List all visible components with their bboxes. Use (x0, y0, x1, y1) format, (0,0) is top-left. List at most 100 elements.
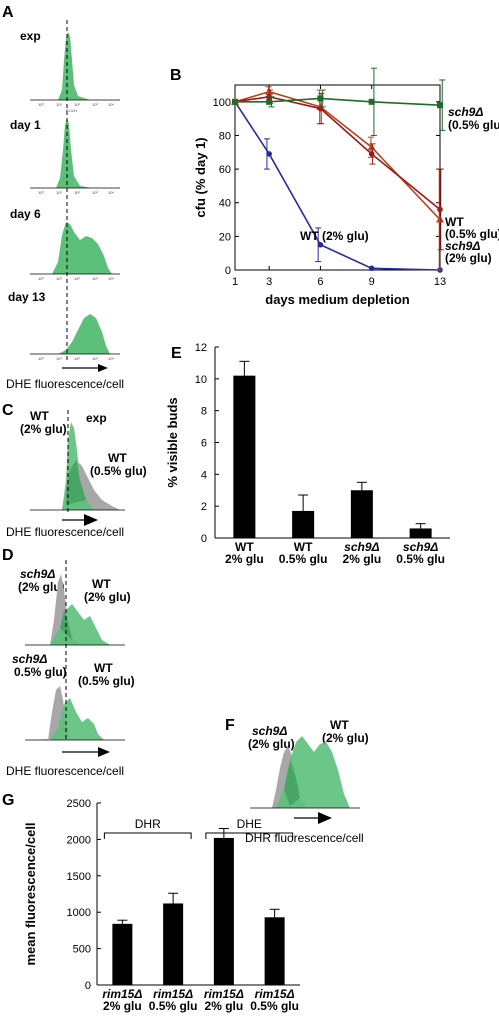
arrow-icon (98, 747, 110, 757)
x-category-label: rim15Δ 0.5% glu (149, 987, 198, 1013)
y-tick-label: 2 (201, 501, 207, 513)
x-tick-label: 6 (317, 276, 323, 288)
panel-c-title: exp (86, 411, 107, 425)
svg-text:10⁰: 10⁰ (38, 102, 44, 107)
panel-d-top-label-green: WT (2% glu) (84, 577, 131, 604)
arrow-icon (84, 514, 98, 526)
y-tick-label: 500 (73, 944, 91, 956)
bar (409, 528, 432, 538)
hist-label-day6: day 6 (10, 207, 41, 221)
data-point (437, 206, 443, 213)
panel-d-bottom-label-green: WT (0.5% glu) (78, 661, 135, 688)
y-tick-label: 2500 (67, 798, 91, 810)
svg-text:10⁰: 10⁰ (38, 356, 44, 361)
data-point (317, 95, 324, 102)
bar (213, 837, 234, 985)
x-category-label: WT 0.5% glu (279, 540, 328, 566)
data-point (266, 98, 273, 105)
histogram-day13 (30, 314, 120, 355)
group-bracket (205, 832, 294, 839)
x-category-label: rim15Δ 2% glu (204, 987, 244, 1013)
svg-text:10³: 10³ (92, 190, 98, 195)
y-tick-label: 0 (85, 980, 91, 992)
panel-a-histograms: exp day 1 day 6 day 13 10⁰ 10¹ 10² 10³ 10⁴ 1… (6, 20, 124, 391)
svg-text:10²: 10² (74, 356, 80, 361)
x-category-label: sch9Δ 0.5% glu (396, 540, 445, 566)
y-tick-label: 0 (225, 265, 231, 277)
data-point (436, 215, 444, 223)
series-label-sch9-05glu: sch9Δ(0.5% glu) (448, 105, 499, 132)
bar (350, 490, 373, 538)
hist-label-day13: day 13 (8, 290, 46, 304)
panel-c-axis-label: DHE fluorescence/cell (6, 525, 124, 539)
data-point (266, 151, 272, 157)
panel-c-label-green: WT (2% glu) (20, 409, 67, 436)
svg-text:10⁰: 10⁰ (38, 190, 44, 195)
histogram-exp (30, 32, 120, 101)
fl-label: FL3-H (66, 108, 77, 113)
x-tick-label: 13 (434, 276, 446, 288)
bar (292, 510, 315, 538)
y-tick-label: 0 (201, 533, 207, 545)
x-category-label: sch9Δ 2% glu (343, 540, 382, 566)
y-axis-title: % visible buds (165, 397, 180, 487)
panel-letter-e: E (171, 345, 182, 362)
panel-d-bottom-label-gray: sch9Δ 0.5% glu) (12, 652, 67, 679)
data-point (367, 143, 376, 151)
data-point (265, 87, 274, 95)
plot-frame (234, 84, 441, 271)
data-point (437, 102, 443, 109)
svg-text:10⁴: 10⁴ (108, 190, 114, 195)
panel-letter-a: A (2, 4, 14, 21)
y-tick-label: 80 (219, 130, 231, 142)
series-line (235, 97, 441, 106)
data-point (368, 265, 375, 272)
x-tick-label: 9 (369, 276, 375, 288)
bar (264, 917, 285, 985)
svg-text:10³: 10³ (92, 356, 98, 361)
panel-letter-g: G (2, 792, 14, 809)
hist-label-exp: exp (20, 29, 41, 43)
panel-d-top-label-gray: sch9Δ (2% glu) (18, 567, 65, 594)
y-tick-label: 4 (201, 469, 207, 481)
y-tick-label: 8 (201, 406, 207, 418)
histogram-day6 (30, 222, 120, 275)
panel-g-bar-chart: 0 500 1000 1500 2000 2500 mean fluorescence/ce… (23, 798, 300, 1013)
series-label-wt05-sch9-2glu: WT (0.5% glu) sch9Δ (2% glu) (445, 215, 499, 265)
x-category-label: rim15Δ 2% glu (102, 987, 142, 1013)
panel-e-bar-chart: 0 2 4 6 8 10 12 % visible buds WT 2% glu WT 0.5% gl… (165, 342, 450, 566)
svg-text:10⁴: 10⁴ (108, 102, 114, 107)
panel-letter-d: D (2, 547, 14, 564)
data-point (368, 151, 375, 157)
y-tick-label: 1500 (67, 871, 91, 883)
y-axis-title: mean fluorescence/cell (23, 822, 38, 965)
y-tick-label: 100 (213, 97, 231, 109)
arrow-icon (318, 812, 332, 824)
svg-text:10³: 10³ (92, 276, 98, 281)
group-label: DHR (135, 817, 161, 831)
panel-f-label-green: WT (2% glu) (322, 718, 369, 745)
bar (233, 375, 256, 538)
y-tick-label: 1000 (67, 907, 91, 919)
panel-letter-c: C (2, 402, 14, 419)
panel-d-histograms: sch9Δ (2% glu) WT (2% glu) sch9Δ 0.5% glu) … (6, 560, 135, 778)
x-category-label: WT 2% glu (225, 540, 264, 566)
y-tick-label: 6 (201, 438, 207, 450)
y-tick-label: 20 (219, 231, 231, 243)
data-point (317, 241, 324, 248)
svg-text:10¹: 10¹ (56, 356, 62, 361)
panel-f-label-gray: sch9Δ (2% glu) (248, 724, 295, 751)
panel-f-histogram: sch9Δ (2% glu) WT (2% glu) DHR fluorescenc… (245, 718, 369, 845)
panel-f-axis-label: DHR fluorescence/cell (245, 831, 364, 845)
series-line (234, 95, 441, 211)
panel-a-axis-label: DHE fluorescence/cell (6, 377, 124, 391)
data-point (368, 98, 375, 105)
svg-text:10¹: 10¹ (56, 102, 62, 107)
y-axis-title: cfu (% day 1) (193, 137, 208, 217)
series-line (234, 90, 441, 221)
x-category-label: rim15Δ 0.5% glu (250, 987, 299, 1013)
x-tick-label: 1 (232, 276, 238, 288)
y-tick-label: 2000 (67, 834, 91, 846)
